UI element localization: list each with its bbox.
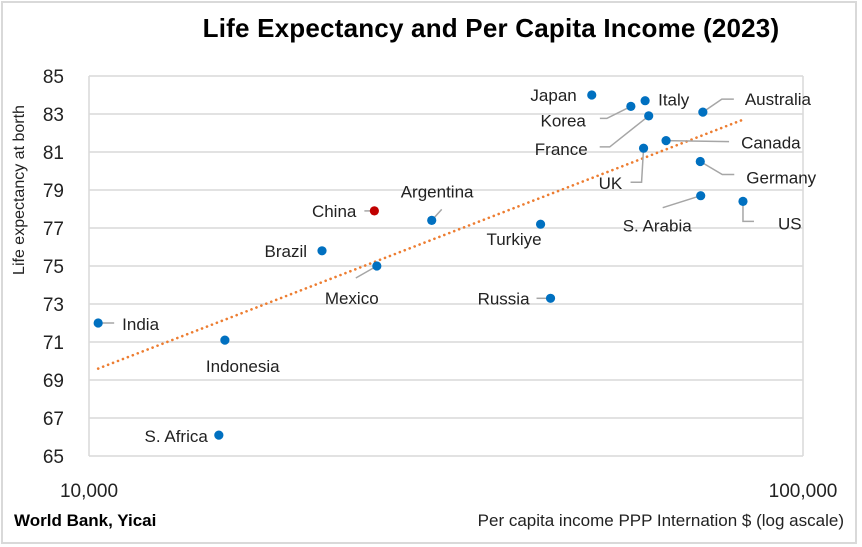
chart-title: Life Expectancy and Per Capita Income (2… xyxy=(202,13,780,43)
data-label: UK xyxy=(599,174,623,193)
data-point-brazil xyxy=(317,246,327,256)
leader-line xyxy=(630,148,645,183)
y-tick-label: 65 xyxy=(43,447,64,468)
data-point-italy xyxy=(640,96,650,106)
x-tick-label: 10,000 xyxy=(60,481,118,502)
data-label: Brazil xyxy=(264,242,307,261)
y-tick-label: 77 xyxy=(43,219,64,240)
y-tick-label: 81 xyxy=(43,143,64,164)
y-tick-label: 69 xyxy=(43,371,64,392)
data-label: Mexico xyxy=(325,289,379,308)
data-label: India xyxy=(122,315,159,334)
y-tick-label: 71 xyxy=(43,333,64,354)
data-label: Argentina xyxy=(401,182,474,201)
y-tick-label: 85 xyxy=(43,67,64,88)
data-point-australia xyxy=(698,107,708,117)
data-point-s-arabia xyxy=(696,191,706,201)
leader-line xyxy=(599,115,650,148)
data-label: China xyxy=(312,202,357,221)
data-point-japan xyxy=(587,90,597,100)
data-label: Canada xyxy=(741,134,801,153)
data-point-canada xyxy=(661,136,671,146)
data-labels: India Indonesia S. Africa Brazil China Mexico… xyxy=(122,86,817,446)
data-point-turkiye xyxy=(535,219,546,229)
y-tick-label: 79 xyxy=(43,181,64,202)
data-point-mexico xyxy=(372,261,382,271)
data-label: Italy xyxy=(658,91,690,110)
data-label: Japan xyxy=(530,86,576,105)
y-tick-label: 83 xyxy=(43,105,64,126)
data-label: Germany xyxy=(746,169,816,188)
data-label: France xyxy=(535,140,588,159)
leader-line xyxy=(599,105,632,120)
data-label: Russia xyxy=(478,289,531,308)
trendline xyxy=(96,118,745,370)
y-axis-ticks: 65 67 69 71 73 75 77 79 81 83 85 xyxy=(43,67,64,468)
leader-line xyxy=(699,160,735,176)
source-note: World Bank, Yicai xyxy=(14,511,157,530)
data-point-us xyxy=(738,196,748,206)
x-axis-label: Per capita income PPP Internation $ (log… xyxy=(477,511,844,530)
y-tick-label: 73 xyxy=(43,295,64,316)
leader-line xyxy=(702,98,734,113)
data-points xyxy=(93,90,748,440)
leader-line xyxy=(662,194,701,209)
data-point-france xyxy=(644,111,654,121)
data-point-argentina xyxy=(427,215,437,225)
data-label: S. Africa xyxy=(145,427,209,446)
data-label: Indonesia xyxy=(206,357,280,376)
data-point-india xyxy=(93,318,103,328)
leader-line xyxy=(742,201,754,223)
data-label: S. Arabia xyxy=(623,217,693,236)
data-label: Turkiye xyxy=(486,230,541,249)
data-point-china xyxy=(369,206,379,216)
data-label: US xyxy=(778,214,802,233)
data-point-germany xyxy=(695,156,705,167)
gridlines xyxy=(88,75,804,457)
data-label: Australia xyxy=(745,90,812,109)
data-point-s-africa xyxy=(214,430,224,440)
data-point-korea xyxy=(626,101,636,111)
x-tick-label: 100,000 xyxy=(769,481,838,502)
x-axis-ticks: 10,000 100,000 xyxy=(60,481,837,502)
data-point-indonesia xyxy=(220,335,230,345)
y-tick-label: 75 xyxy=(43,257,64,278)
data-point-uk xyxy=(638,143,649,153)
trendline-group xyxy=(96,118,745,370)
data-point-russia xyxy=(545,293,556,303)
data-label: Korea xyxy=(540,111,586,130)
label-leader-lines xyxy=(98,98,754,324)
leader-line xyxy=(666,139,730,143)
y-tick-label: 67 xyxy=(43,409,64,430)
